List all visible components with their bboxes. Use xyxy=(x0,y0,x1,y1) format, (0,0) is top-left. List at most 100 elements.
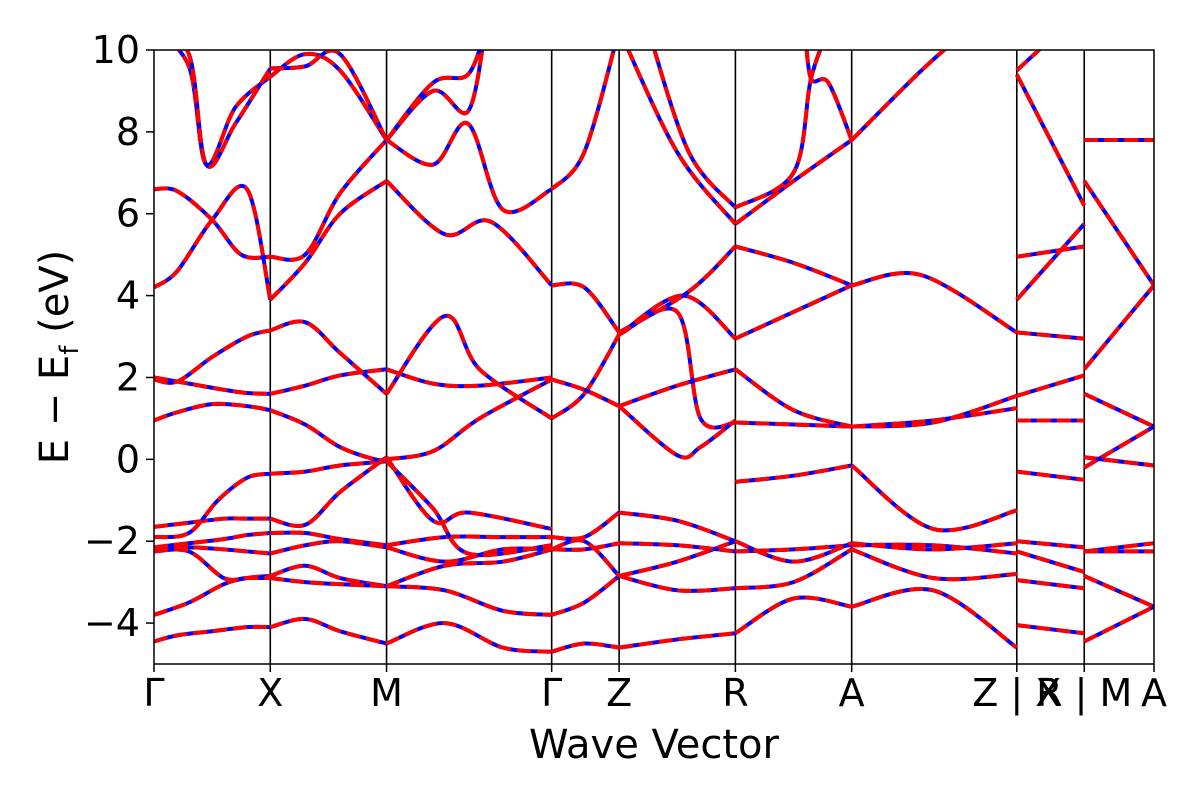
band-7-0-dashed xyxy=(1016,623,1085,636)
band-7-10-dashed xyxy=(1015,73,1087,207)
band-3-1-dashed xyxy=(550,574,621,617)
x-tick-label: A xyxy=(839,671,865,715)
band-4-0-dashed xyxy=(618,631,736,650)
y-tick-label: 0 xyxy=(116,437,140,481)
y-tick-label: 2 xyxy=(116,355,140,399)
band-7-11-dashed xyxy=(1015,50,1042,72)
band-6-7-dashed xyxy=(851,271,1018,335)
band-4-2-dashed xyxy=(618,539,737,578)
band-4-4-dashed xyxy=(618,510,737,544)
y-axis-label: E − Ef (eV) xyxy=(32,250,85,465)
band-8-0-dashed xyxy=(1083,604,1154,644)
band-5-9-dashed xyxy=(734,138,853,226)
x-tick-label: X xyxy=(257,671,283,715)
band-6-0-dashed xyxy=(851,587,1018,650)
x-tick-label: Γ xyxy=(143,671,164,715)
band-0-5-dashed xyxy=(154,516,271,529)
band-7-7-dashed xyxy=(1016,330,1085,341)
band-2-9-dashed xyxy=(384,314,553,421)
band-4-9-dashed xyxy=(617,293,737,341)
band-1-10-dashed xyxy=(268,179,388,302)
band-7-9-dashed xyxy=(1016,244,1085,259)
band-1-11-dashed xyxy=(270,138,389,262)
band-8-7-dashed xyxy=(1082,179,1154,287)
band-2-13-dashed xyxy=(384,50,482,142)
band-0-3-dashed xyxy=(154,545,271,556)
band-7-1-dashed xyxy=(1016,578,1085,591)
band-1-8-dashed xyxy=(269,367,387,396)
band-0-11-dashed xyxy=(154,186,271,260)
band-3-8-dashed xyxy=(550,50,616,191)
x-axis-label: Wave Vector xyxy=(529,722,780,768)
y-tick-label: 4 xyxy=(116,274,140,318)
band-5-10-dashed xyxy=(734,50,823,210)
band-5-0-dashed xyxy=(734,595,853,636)
band-6-8-dashed xyxy=(850,50,948,142)
band-3-0-dashed xyxy=(551,641,620,654)
band-1-0-dashed xyxy=(269,616,388,646)
band-0-10-dashed xyxy=(154,184,273,301)
band-3-2-dashed xyxy=(551,541,620,552)
band-8-2-dashed xyxy=(1083,541,1154,554)
band-4-7-dashed xyxy=(617,404,737,460)
band-1-13-dashed xyxy=(270,50,389,142)
band-1-12-dashed xyxy=(269,51,389,142)
band-2-6-dashed xyxy=(385,459,552,558)
band-0-6-dashed xyxy=(154,471,271,540)
band-0-4-dashed xyxy=(154,531,271,550)
band-1-6-dashed xyxy=(270,459,387,476)
band-7-2-dashed xyxy=(1016,549,1085,574)
band-6-6-dashed xyxy=(851,393,1018,429)
y-axis-ticks: −4 −2 0 2 4 6 8 10 xyxy=(84,28,154,645)
band-2-4-dashed xyxy=(386,534,552,548)
band-3-3-dashed xyxy=(550,538,621,578)
band-5-4-dashed xyxy=(735,463,853,484)
band-8-8-dashed xyxy=(1082,284,1154,371)
band-1-9-solid xyxy=(269,319,388,396)
band-3-6-dashed xyxy=(551,377,620,408)
band-5-8-dashed xyxy=(734,244,853,288)
y-tick-label: 10 xyxy=(92,28,140,72)
band-4-6-dashed xyxy=(618,367,736,409)
band-1-4-dashed xyxy=(270,530,387,548)
x-tick-label: M xyxy=(370,671,403,715)
x-tick-label: Z xyxy=(606,671,632,715)
band-8-3-dashed xyxy=(1083,574,1154,609)
band-2-10-dashed xyxy=(385,179,554,287)
band-8-6-dashed xyxy=(1083,392,1154,429)
band-5-2-dashed xyxy=(735,543,852,554)
x-tick-label: R | M xyxy=(1036,671,1132,716)
band-2-8-dashed xyxy=(385,367,552,389)
band-6-2-dashed xyxy=(851,542,1017,556)
y-tick-label: 6 xyxy=(116,192,140,236)
band-0-9-dashed xyxy=(154,328,271,385)
band-5-11-dashed xyxy=(804,50,854,141)
band-6-4-dashed xyxy=(850,463,1018,533)
band-0-7-dashed xyxy=(154,401,271,423)
band-5-1-dashed xyxy=(735,547,853,591)
band-3-5-dashed xyxy=(550,333,621,421)
band-6-5-dashed xyxy=(851,406,1018,429)
band-3-7-dashed xyxy=(551,281,621,334)
band-8-5-dashed xyxy=(1083,424,1154,470)
band-4-8-dashed xyxy=(618,245,737,335)
band-5-3-dashed xyxy=(734,539,853,564)
band-0-13-dashed xyxy=(184,50,272,169)
band-2-5-dashed xyxy=(384,456,553,531)
y-tick-label: −4 xyxy=(84,601,140,645)
band-7-6-dashed xyxy=(1016,373,1085,398)
band-2-11-dashed xyxy=(385,121,553,214)
band-6-1-dashed xyxy=(850,547,1017,582)
band-1-2-dashed xyxy=(270,576,387,589)
band-5-6-dashed xyxy=(734,367,853,429)
band-5-7-dashed xyxy=(734,283,853,341)
x-tick-label: R xyxy=(722,671,748,715)
band-0-0-dashed xyxy=(154,624,271,644)
band-1-1-solid xyxy=(269,563,387,589)
band-5-5-dashed xyxy=(735,420,852,429)
band-2-7-dashed xyxy=(386,377,553,462)
band-2-0-dashed xyxy=(385,621,552,654)
band-1-7-dashed xyxy=(269,408,387,463)
band-lines xyxy=(154,50,1154,654)
